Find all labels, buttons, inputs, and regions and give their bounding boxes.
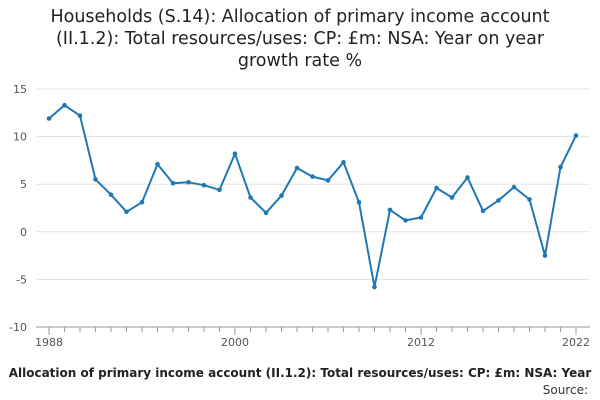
chart-title: Households (S.14): Allocation of primary… [0,6,600,72]
data-point[interactable] [573,133,579,138]
data-point[interactable] [387,207,393,213]
data-point[interactable] [465,175,470,180]
data-point[interactable] [108,192,114,197]
y-tick-label: 5 [20,178,27,191]
data-point[interactable] [279,193,284,198]
data-point[interactable] [93,177,98,182]
data-point[interactable] [248,195,253,200]
y-axis: 15 10 5 0 -5 -10 [9,83,27,334]
grid-lines [36,88,590,328]
data-point[interactable] [325,178,331,183]
data-point[interactable] [403,218,408,223]
data-point[interactable] [232,151,238,156]
x-tick-label: 2012 [407,336,435,349]
data-point[interactable] [263,210,269,216]
data-point[interactable] [62,102,67,108]
data-point[interactable] [527,197,532,202]
data-point[interactable] [310,174,315,179]
data-point[interactable] [511,184,517,190]
data-point[interactable] [341,160,346,165]
data-point[interactable] [294,165,300,171]
data-point[interactable] [449,195,455,200]
y-tick-label: -5 [16,273,27,286]
footer-caption: Allocation of primary income account (II… [8,366,592,380]
data-point[interactable] [217,187,222,193]
y-tick-label: 10 [13,131,27,144]
chart-title-line-1: Households (S.14): Allocation of primary… [50,7,550,27]
data-point[interactable] [170,180,176,186]
data-point[interactable] [558,164,563,170]
chart-title-line-3: growth rate % [237,51,363,71]
footer-source: Source: [542,383,588,397]
data-point[interactable] [372,284,377,290]
y-tick-label: 15 [13,83,27,96]
series-line [48,104,577,288]
x-tick-label: 1988 [35,336,63,349]
data-point[interactable] [418,215,424,220]
data-point[interactable] [124,209,129,215]
data-point[interactable] [46,116,52,121]
data-point[interactable] [356,200,362,205]
chart-title-line-2: (II.1.2): Total resources/uses: CP: £m: … [55,29,545,49]
series-layer [46,102,579,290]
data-point[interactable] [139,200,145,205]
data-point[interactable] [496,198,501,203]
data-point[interactable] [201,182,207,188]
data-point[interactable] [480,208,486,214]
data-point[interactable] [186,180,191,185]
data-point[interactable] [434,185,439,191]
y-tick-label: 0 [20,226,27,239]
x-tick-label: 2022 [562,336,590,349]
y-tick-label: -10 [9,321,27,334]
data-point[interactable] [155,161,160,167]
data-point[interactable] [542,253,548,258]
data-point[interactable] [77,113,83,118]
line-chart: 1988 2000 2012 2022 15 10 5 0 -5 -10 [9,83,590,349]
x-tick-label: 2000 [221,336,249,349]
x-axis: 1988 2000 2012 2022 [35,327,590,349]
